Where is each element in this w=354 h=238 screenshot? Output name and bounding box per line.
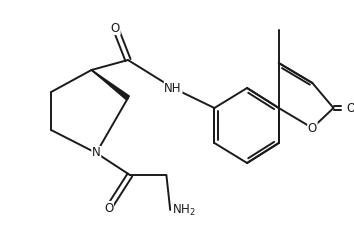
Text: O: O bbox=[104, 202, 113, 214]
Text: N: N bbox=[92, 147, 101, 159]
Text: O: O bbox=[308, 122, 317, 134]
Text: NH: NH bbox=[164, 81, 182, 94]
Text: O: O bbox=[111, 21, 120, 35]
Text: NH$_2$: NH$_2$ bbox=[172, 203, 196, 218]
Text: O: O bbox=[346, 101, 354, 114]
Polygon shape bbox=[91, 70, 130, 100]
